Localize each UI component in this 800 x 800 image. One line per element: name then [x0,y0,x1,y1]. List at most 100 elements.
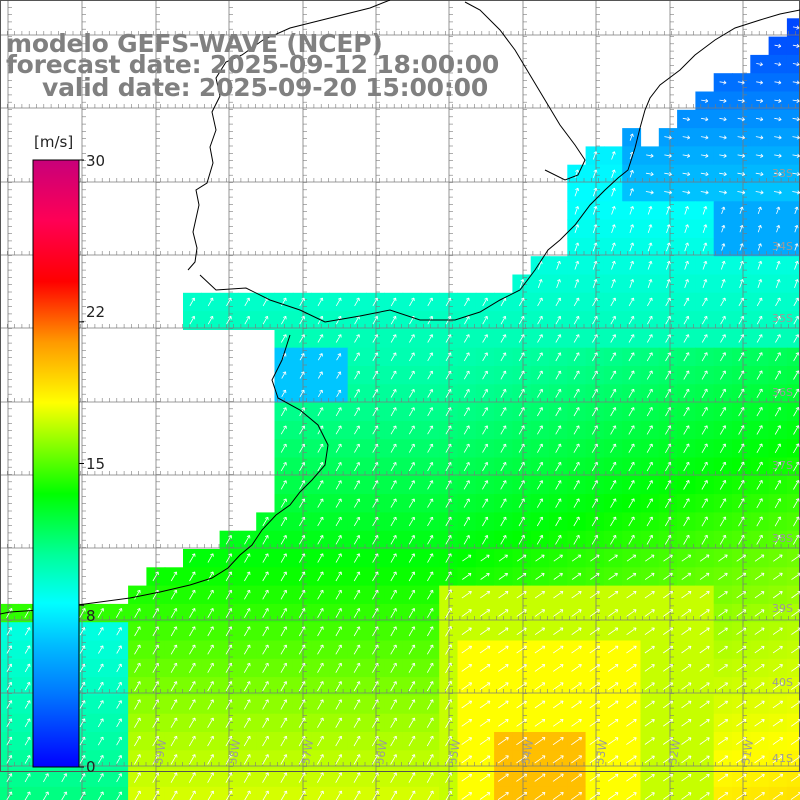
wind-cell [201,640,221,660]
wind-cell [384,640,404,660]
wind-cell [347,585,367,605]
wind-cell [475,622,495,642]
wind-cell [732,603,751,623]
wind-cell [732,695,751,715]
wind-cell [677,457,696,477]
wind-cell [311,549,330,568]
wind-arrow [372,407,379,417]
wind-cell [420,750,440,770]
wind-arrow [738,315,745,325]
wind-arrow [755,117,764,122]
wind-cell [274,695,294,715]
wind-cell [512,549,532,568]
wind-arrow [445,352,452,362]
wind-arrow [537,297,543,307]
wind-arrow [684,206,689,215]
colorbar-tick-0: 0 [86,758,96,776]
wind-cell [475,420,495,440]
wind-cell [512,677,532,696]
wind-cell [292,603,312,623]
wind-cell [347,347,367,367]
wind-cell [0,768,19,788]
wind-arrow [646,352,653,362]
wind-cell [329,439,349,459]
wind-cell [347,677,367,696]
wind-cell [402,384,422,404]
wind-cell [549,494,568,513]
wind-cell [512,439,532,459]
wind-arrow [610,407,617,417]
wind-cell [768,732,788,751]
wind-cell [549,732,568,751]
wind-arrow [700,135,709,140]
wind-arrow [737,190,746,195]
wind-cell [512,530,532,550]
wind-arrow [645,172,654,177]
wind-arrow [629,279,635,289]
wind-cell [292,658,312,678]
wind-arrow [611,224,616,234]
wind-cell [768,603,788,623]
wind-cell [713,420,733,440]
wind-cell [384,494,404,513]
wind-cell [549,384,568,404]
wind-cell [366,750,385,770]
wind-cell [366,622,385,642]
wind-arrow [555,334,562,343]
wind-arrow [628,352,635,362]
wind-cell [658,475,678,495]
wind-cell [512,292,532,312]
wind-cell [402,439,422,459]
wind-cell [73,786,93,800]
wind-cell [164,677,184,696]
wind-arrow [683,315,690,325]
wind-cell [677,402,696,422]
wind-cell [237,750,257,770]
wind-cell [256,732,276,751]
latitude-label: 40S [772,676,793,689]
wind-cell [329,640,349,660]
wind-cell [201,567,221,587]
wind-cell [347,384,367,404]
wind-cell [494,384,513,404]
wind-cell [475,512,495,532]
wind-cell [347,530,367,550]
wind-cell [311,622,330,642]
wind-arrow [555,297,562,307]
wind-cell [475,677,495,696]
wind-cell [420,622,440,642]
wind-cell [768,786,788,800]
wind-cell [329,347,349,367]
wind-cell [549,585,568,605]
wind-cell [512,311,532,330]
wind-cell [183,713,202,733]
wind-cell [512,384,532,404]
wind-arrow [611,206,616,215]
wind-cell [732,311,751,330]
wind-arrow [666,206,671,215]
wind-cell [549,329,568,349]
wind-cell [274,457,294,477]
wind-arrow [792,25,800,30]
wind-cell [256,567,276,587]
wind-cell [585,786,605,800]
wind-cell [420,640,440,660]
wind-cell [530,603,550,623]
wind-arrow [792,43,800,48]
wind-arrow [664,153,672,158]
wind-arrow [463,388,470,398]
wind-arrow [702,242,708,252]
wind-cell [768,384,788,404]
wind-arrow [427,334,434,343]
wind-arrow [702,224,708,234]
colorbar-tick-22: 22 [86,303,106,321]
wind-cell [750,567,770,587]
wind-arrow [701,98,709,103]
wind-cell [329,384,349,404]
wind-cell [475,750,495,770]
wind-cell [585,603,605,623]
wind-arrow [317,389,323,398]
wind-cell [402,713,422,733]
wind-arrow [464,315,470,325]
wind-cell [622,768,642,788]
